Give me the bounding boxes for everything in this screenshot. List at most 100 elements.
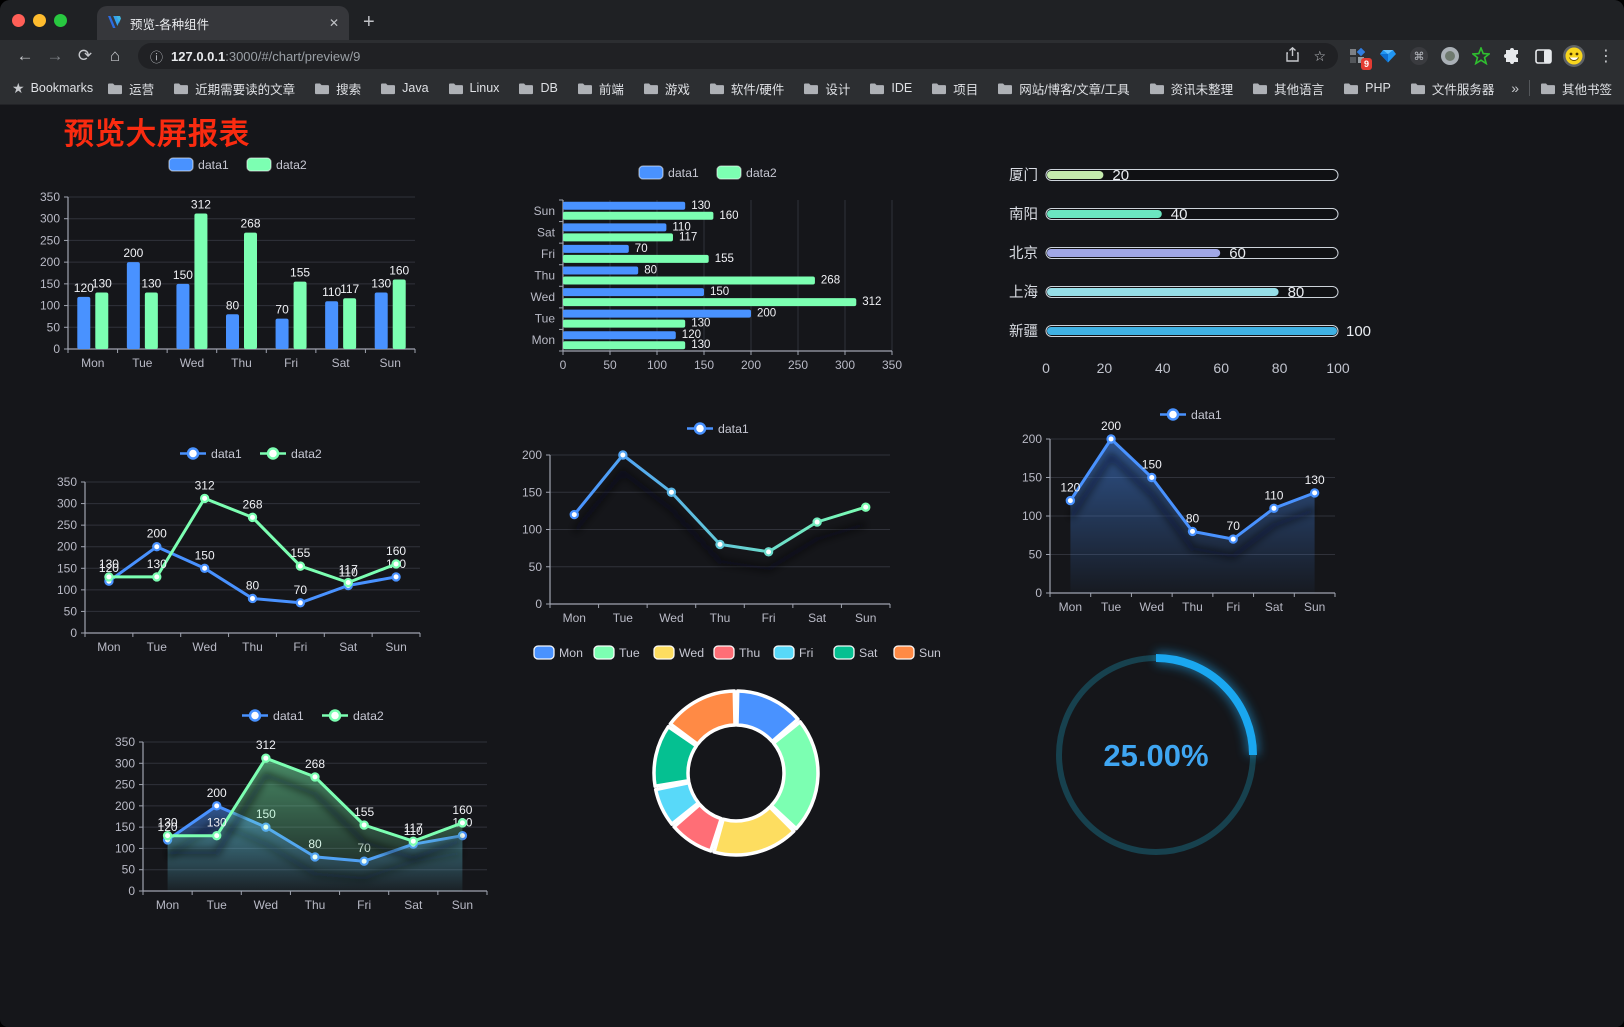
fullscreen-window-button[interactable] <box>54 13 67 27</box>
url-path: :3000/#/chart/preview/9 <box>225 48 361 64</box>
svg-text:150: 150 <box>173 268 193 282</box>
other-bookmarks[interactable]: 其他书签 <box>1540 79 1612 98</box>
svg-text:Mon: Mon <box>1059 600 1082 614</box>
svg-text:Sun: Sun <box>855 611 876 625</box>
browser-menu-icon[interactable]: ⋮ <box>1598 48 1614 65</box>
svg-text:data1: data1 <box>1191 408 1222 422</box>
bookmark-folder[interactable]: 项目 <box>931 79 978 98</box>
diamond-extension-icon[interactable] <box>1377 45 1399 67</box>
profile-avatar[interactable] <box>1563 45 1585 67</box>
share-icon[interactable] <box>1286 46 1300 65</box>
svg-text:160: 160 <box>719 210 738 222</box>
svg-text:Sun: Sun <box>385 640 406 654</box>
url-host: 127.0.0.1 <box>171 48 226 64</box>
svg-text:268: 268 <box>240 217 260 231</box>
svg-text:117: 117 <box>340 282 359 296</box>
record-extension-icon[interactable] <box>1439 45 1461 67</box>
svg-text:Fri: Fri <box>1226 600 1240 614</box>
tab-close-icon[interactable]: ✕ <box>328 16 339 30</box>
svg-text:130: 130 <box>141 277 161 291</box>
reading-mode-icon[interactable] <box>1532 45 1554 67</box>
svg-text:Sun: Sun <box>380 356 401 370</box>
minimize-window-button[interactable] <box>33 13 46 27</box>
svg-text:Mon: Mon <box>156 898 179 912</box>
svg-text:0: 0 <box>70 626 77 640</box>
svg-text:350: 350 <box>882 358 902 372</box>
bookmark-folder[interactable]: Java <box>380 81 429 95</box>
bookmark-folder[interactable]: 其他语言 <box>1252 79 1324 98</box>
bookmark-folder-label: DB <box>540 81 558 95</box>
svg-text:120: 120 <box>99 561 119 575</box>
home-button[interactable]: ⌂ <box>109 46 121 65</box>
url-bar[interactable]: ⓘ 127.0.0.1:3000/#/chart/preview/9 ☆ <box>138 43 1338 69</box>
grouped-bar-chart: data1 data2 0 50 100 150 200 250 300 350 Mon Tue Wed… <box>40 151 470 381</box>
bookmark-folder[interactable]: 资讯未整理 <box>1149 79 1233 98</box>
bookmarks-right: » 其他书签 <box>1511 79 1612 98</box>
svg-text:150: 150 <box>522 485 542 499</box>
bookmarks-overflow-chevron[interactable]: » <box>1511 80 1519 96</box>
bookmark-folder-label: 近期需要读的文章 <box>195 82 296 97</box>
bookmark-folder[interactable]: PHP <box>1343 81 1391 95</box>
bookmark-folder[interactable]: Linux <box>448 81 499 95</box>
svg-text:Sat: Sat <box>537 225 556 239</box>
puzzle-extensions-icon[interactable] <box>1501 45 1523 67</box>
svg-text:300: 300 <box>40 212 60 226</box>
svg-text:150: 150 <box>115 820 135 834</box>
svg-text:0: 0 <box>560 358 567 372</box>
svg-text:80: 80 <box>644 265 657 277</box>
bookmark-folder[interactable]: 软件/硬件 <box>709 79 784 98</box>
reload-button[interactable]: ⟳ <box>77 46 93 65</box>
bookmark-folder[interactable]: 设计 <box>803 79 850 98</box>
site-info-icon[interactable]: ⓘ <box>150 49 164 65</box>
bookmark-folder[interactable]: 文件服务器 <box>1410 79 1495 98</box>
bookmark-folder[interactable]: DB <box>518 81 558 95</box>
bookmark-folder-label: 网站/博客/文章/工具 <box>1019 82 1130 97</box>
svg-text:Mon: Mon <box>563 611 586 625</box>
forward-button[interactable]: → <box>46 46 64 65</box>
bookmark-folder[interactable]: 运营 <box>107 79 154 98</box>
svg-text:50: 50 <box>64 604 78 618</box>
bookmark-folder-label: 文件服务器 <box>1431 82 1495 97</box>
folder-icon <box>173 82 189 95</box>
svg-text:350: 350 <box>40 190 60 204</box>
svg-text:data2: data2 <box>746 166 777 180</box>
svg-text:100: 100 <box>40 299 60 313</box>
bookmark-folder-label: 游戏 <box>664 82 690 97</box>
new-tab-button[interactable]: + <box>363 11 375 33</box>
close-window-button[interactable] <box>12 13 25 27</box>
svg-text:Wed: Wed <box>531 290 555 304</box>
folder-icon <box>803 82 819 95</box>
folder-icon <box>107 82 123 95</box>
command-extension-icon[interactable]: ⌘ <box>1408 45 1430 67</box>
svg-text:130: 130 <box>147 557 167 571</box>
svg-text:Thu: Thu <box>231 356 252 370</box>
back-button[interactable]: ← <box>16 46 34 65</box>
svg-text:data2: data2 <box>291 447 322 461</box>
svg-text:Wed: Wed <box>679 646 704 660</box>
folder-icon <box>518 82 534 95</box>
bookmark-folder[interactable]: 近期需要读的文章 <box>173 79 295 98</box>
svg-text:100: 100 <box>1346 323 1371 340</box>
bookmark-folder-list: 运营 近期需要读的文章 搜索 Java Linux DB 前端 游戏 软件/硬件 设计 IDE 项目 网… <box>107 79 1503 98</box>
bookmark-folder-label: 设计 <box>825 82 851 97</box>
svg-text:200: 200 <box>522 448 542 462</box>
bookmark-folder[interactable]: 前端 <box>577 79 624 98</box>
svg-text:150: 150 <box>1142 458 1162 472</box>
svg-text:Sun: Sun <box>534 204 555 218</box>
grid-extension-icon[interactable]: 9 <box>1346 45 1372 70</box>
bookmark-folder[interactable]: 网站/博客/文章/工具 <box>997 79 1130 98</box>
bookmark-folder[interactable]: 游戏 <box>643 79 690 98</box>
browser-tab[interactable]: 预览-各种组件 ✕ <box>97 6 349 40</box>
svg-text:0: 0 <box>53 342 60 356</box>
svg-text:Sat: Sat <box>332 356 351 370</box>
bookmark-folder[interactable]: IDE <box>869 81 912 95</box>
svg-text:Tue: Tue <box>147 640 168 654</box>
svg-text:Thu: Thu <box>534 269 555 283</box>
star-extension-icon[interactable] <box>1470 45 1492 67</box>
area-chart-double: data1 data2 0 50 100 150 200 250 300 350 Mon Tue Wed… <box>95 678 505 923</box>
svg-text:Tue: Tue <box>1101 600 1122 614</box>
donut-chart: Mon Tue Wed Thu Fri Sat Sun <box>533 636 941 976</box>
bookmark-star-icon[interactable]: ☆ <box>1313 47 1326 64</box>
bookmark-folder[interactable]: 搜索 <box>314 79 361 98</box>
url-text: 127.0.0.1:3000/#/chart/preview/9 <box>171 49 1272 64</box>
